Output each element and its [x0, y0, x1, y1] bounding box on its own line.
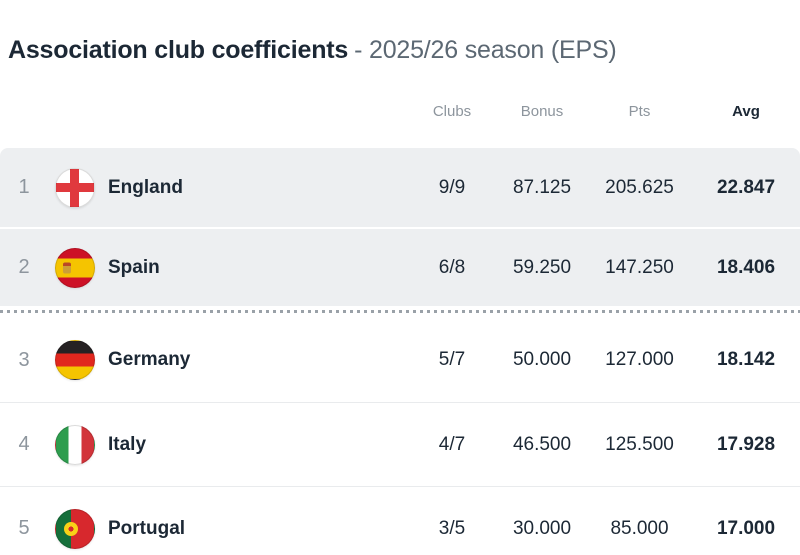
- portugal-flag-icon: [55, 508, 95, 549]
- rank-label: 2: [18, 256, 30, 278]
- clubs-value: 5/7: [438, 349, 466, 370]
- table-row[interactable]: 1 England 9/9 87.125 205.625 22.847: [0, 148, 800, 227]
- table-row[interactable]: 2 Spain 6/8 59.250 147.250 18.406: [0, 227, 800, 306]
- clubs-value: 9/9: [438, 176, 466, 198]
- pts-value: 127.000: [605, 349, 674, 370]
- country-name: Spain: [108, 256, 160, 278]
- avg-value: 17.000: [716, 517, 776, 539]
- rank-label: 4: [18, 433, 30, 455]
- country-name: Italy: [108, 433, 147, 455]
- table-row[interactable]: 4 Italy 4/7 46.500 125.500 17.928: [0, 402, 800, 486]
- pts-value: 125.500: [605, 433, 674, 455]
- clubs-value: 6/8: [438, 256, 466, 278]
- germany-flag-icon: [55, 340, 95, 380]
- avg-value: 17.928: [716, 433, 776, 455]
- column-header-clubs[interactable]: Clubs: [432, 103, 472, 120]
- italy-flag-icon: [55, 424, 95, 465]
- avg-value: 18.406: [716, 256, 776, 278]
- bonus-value: 59.250: [512, 256, 572, 278]
- column-header-avg[interactable]: Avg: [732, 103, 760, 120]
- pts-value: 85.000: [610, 517, 669, 539]
- page-title-season: - 2025/26 season (EPS): [354, 36, 617, 64]
- bonus-value: 46.500: [512, 433, 572, 455]
- pts-value: 147.250: [605, 256, 674, 278]
- table-body: 1 England 9/9 87.125 205.625 22.847 2 Sp…: [0, 148, 800, 555]
- country-name: Germany: [108, 349, 191, 370]
- column-header-pts[interactable]: Pts: [628, 103, 651, 120]
- rank-label: 5: [18, 517, 30, 539]
- england-flag-icon: [55, 167, 95, 208]
- country-name: Portugal: [108, 517, 186, 539]
- avg-value: 22.847: [716, 176, 776, 198]
- bonus-value: 50.000: [512, 349, 572, 370]
- page-title: Association club coefficients - 2025/26 s…: [8, 34, 800, 66]
- table-row[interactable]: 5 Portugal 3/5 30.000 85.000 17.000: [0, 486, 800, 555]
- bonus-value: 87.125: [512, 176, 572, 198]
- column-header-bonus[interactable]: Bonus: [520, 103, 564, 120]
- rank-label: 1: [18, 176, 30, 198]
- qualification-cutoff-divider: [0, 310, 800, 313]
- rank-label: 3: [18, 348, 30, 371]
- clubs-value: 4/7: [438, 433, 466, 455]
- bonus-value: 30.000: [512, 517, 572, 539]
- table-row[interactable]: 3 Germany 5/7 50.000 127.000 18.142: [0, 318, 800, 402]
- pts-value: 205.625: [605, 176, 674, 198]
- country-name: England: [108, 176, 183, 198]
- table-header-row: Clubs Bonus Pts Avg: [0, 96, 800, 122]
- spain-flag-icon: [55, 247, 95, 288]
- page-title-main: Association club coefficients: [8, 36, 349, 64]
- avg-value: 18.142: [716, 349, 776, 370]
- clubs-value: 3/5: [438, 517, 466, 539]
